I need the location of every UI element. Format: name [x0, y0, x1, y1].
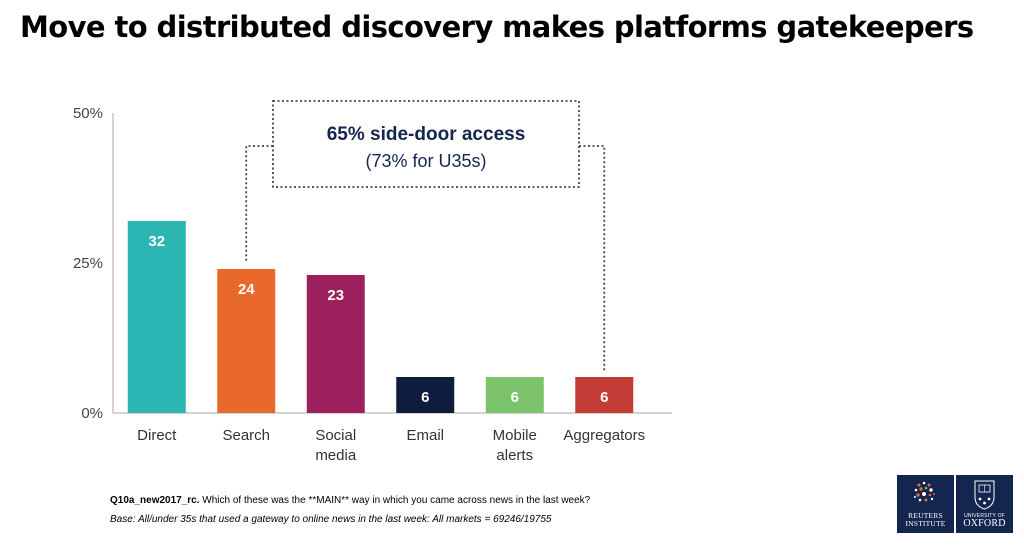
- x-tick-label: media: [315, 447, 357, 464]
- reuters-institute-logo: REUTERS INSTITUTE: [897, 475, 954, 533]
- x-tick-labels: Direct Search Social media Email Mobile alerts…: [137, 427, 645, 464]
- y-tick-label: 50%: [73, 105, 103, 122]
- x-tick-label: Email: [406, 427, 444, 444]
- question-id: Q10a_new2017_rc.: [110, 495, 200, 506]
- bar-data-label: 24: [238, 281, 255, 298]
- reuters-logo-line1: REUTERS: [908, 511, 943, 520]
- side-door-annotation: 65% side-door access (73% for U35s): [245, 100, 606, 371]
- question-text: Which of these was the **MAIN** way in w…: [199, 495, 591, 506]
- annotation-box: [272, 100, 580, 188]
- slide-title: Move to distributed discovery makes plat…: [20, 10, 974, 44]
- bar: [217, 269, 276, 413]
- oxford-logo-line2: OXFORD: [963, 518, 1006, 529]
- bar-data-label: 6: [511, 389, 519, 406]
- y-tick-label: 25%: [73, 255, 103, 272]
- x-tick-label: Search: [222, 427, 270, 444]
- bar-data-label: 6: [421, 389, 429, 406]
- y-tick-labels: 0% 25% 50%: [73, 105, 103, 422]
- bar: [485, 377, 544, 413]
- bar-data-label: 23: [327, 287, 344, 304]
- x-tick-label: Mobile: [493, 427, 537, 444]
- oxford-crest-icon: [974, 480, 995, 510]
- reuters-dots-icon: [914, 481, 935, 502]
- x-tick-label: alerts: [496, 447, 533, 464]
- x-tick-label: Direct: [137, 427, 177, 444]
- connector-search: [245, 145, 273, 263]
- footnote-question: Q10a_new2017_rc. Which of these was the …: [110, 495, 590, 506]
- oxford-logo-line1: UNIVERSITY OF: [964, 513, 1005, 519]
- y-tick-label: 0%: [81, 405, 103, 422]
- reuters-logo-line2: INSTITUTE: [905, 519, 946, 528]
- bar: [575, 377, 634, 413]
- bar: [396, 377, 455, 413]
- connector-aggregators: [579, 145, 606, 371]
- x-tick-label: Social: [315, 427, 356, 444]
- bar-data-label: 32: [148, 233, 165, 250]
- oxford-logo: UNIVERSITY OF OXFORD: [956, 475, 1013, 533]
- bar: [306, 275, 365, 413]
- annotation-subline: (73% for U35s): [365, 151, 486, 171]
- annotation-headline: 65% side-door access: [327, 124, 526, 145]
- footnote-base: Base: All/under 35s that used a gateway …: [110, 514, 552, 525]
- bar-series: 32 24 23 6 6 6: [127, 221, 634, 413]
- bar-data-label: 6: [600, 389, 608, 406]
- bar: [127, 221, 186, 413]
- x-tick-label: Aggregators: [563, 427, 645, 444]
